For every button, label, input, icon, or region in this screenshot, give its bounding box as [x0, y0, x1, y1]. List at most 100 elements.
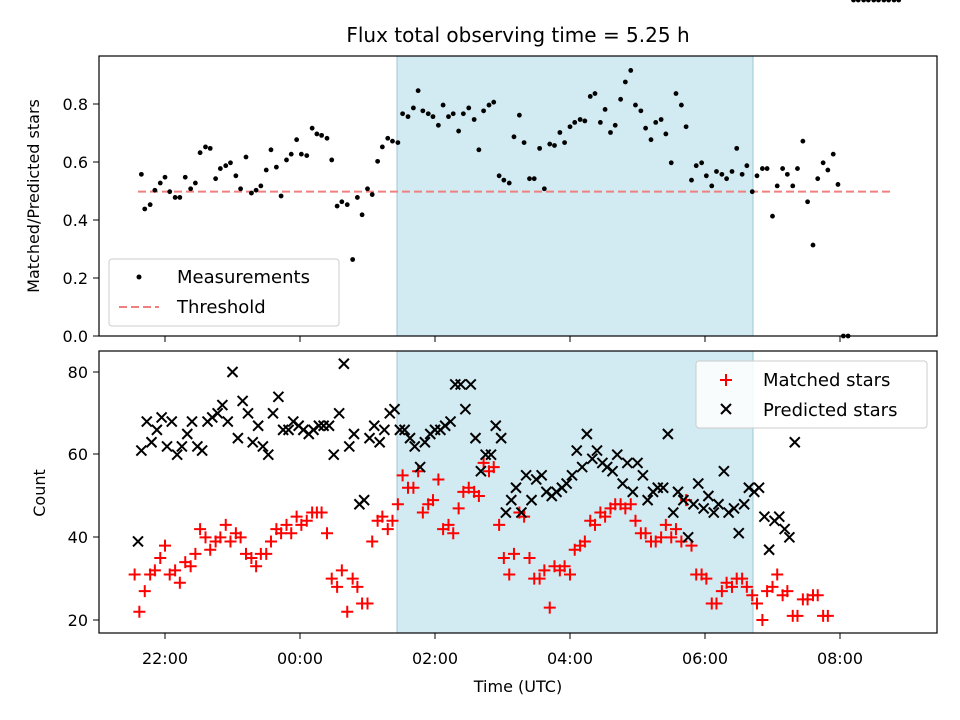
matched-star-point — [766, 580, 779, 593]
measurement-point — [385, 135, 391, 141]
predicted-star-point — [232, 432, 244, 444]
matched-star-point — [407, 481, 420, 494]
ratio-observing-window — [396, 55, 754, 337]
measurement-point — [476, 147, 482, 153]
predicted-star-point — [363, 432, 376, 444]
predicted-star-point — [500, 506, 512, 519]
measurement-point — [871, 0, 877, 3]
predicted-star-point — [465, 378, 477, 391]
predicted-star-point — [510, 482, 522, 494]
measurement-point — [572, 119, 578, 125]
measurement-point — [709, 183, 715, 189]
predicted-star-point — [641, 494, 654, 506]
predicted-star-point — [135, 444, 148, 457]
predicted-star-point — [338, 358, 350, 370]
matched-star-point — [335, 564, 348, 577]
measurement-point — [278, 193, 284, 199]
predicted-star-point — [186, 415, 198, 428]
matched-star-point — [659, 518, 672, 531]
predicted-star-point — [404, 432, 416, 444]
measurement-point — [577, 117, 583, 122]
measurement-point — [466, 105, 472, 111]
measurement-point — [511, 134, 517, 140]
measurement-point — [228, 160, 233, 166]
matched-star-point — [351, 580, 364, 593]
measurement-point — [547, 141, 553, 147]
measurement-point — [249, 190, 254, 196]
measurement-point — [597, 119, 603, 125]
matched-star-point — [493, 518, 506, 531]
count-x-tick-marks — [164, 633, 841, 639]
predicted-star-point — [581, 428, 593, 440]
measurement-point — [354, 195, 360, 200]
predicted-legend-label: Predicted stars — [763, 400, 897, 421]
measurement-point — [896, 0, 902, 3]
matched-star-point — [442, 518, 455, 531]
predicted-star-point — [525, 494, 538, 506]
predicted-star-point — [667, 506, 679, 519]
predicted-star-point — [783, 531, 796, 544]
predicted-star-point — [211, 407, 224, 420]
measurement-point — [774, 183, 780, 189]
predicted-star-point — [535, 469, 548, 482]
matched-star-point — [315, 506, 328, 519]
predicted-star-point — [328, 448, 340, 461]
measurement-point — [496, 173, 502, 179]
matched-star-point — [148, 564, 161, 577]
matched-star-point — [477, 456, 490, 469]
ratio-legend: Measurements Threshold — [108, 258, 340, 327]
measurement-point — [820, 160, 826, 166]
measurement-point — [400, 111, 405, 117]
predicted-star-point — [485, 448, 497, 461]
measurement-point — [876, 0, 881, 3]
predicted-star-point — [141, 415, 153, 428]
matched-star-point — [497, 552, 510, 564]
measurement-point — [162, 174, 168, 180]
count-y-tick-label: 40 — [68, 528, 88, 547]
measurement-point — [263, 167, 269, 173]
matched-star-point — [361, 597, 374, 610]
matched-star-point — [665, 531, 678, 544]
predicted-star-point — [708, 506, 720, 519]
matched-star-point — [416, 506, 429, 519]
measurement-point — [886, 0, 891, 3]
measurement-point — [653, 119, 659, 125]
predicted-star-point — [373, 436, 386, 448]
matched-star-point — [290, 510, 303, 523]
measurement-point — [182, 174, 188, 180]
predicted-star-point — [662, 428, 674, 440]
measurement-point — [855, 0, 861, 3]
matched-star-point — [128, 568, 141, 581]
predicted-star-point — [763, 544, 775, 556]
measurement-point — [273, 164, 279, 170]
predicted-star-point — [216, 399, 229, 411]
matched-star-point — [669, 523, 682, 536]
matched-star-point — [472, 490, 485, 502]
predicted-star-point — [176, 440, 188, 453]
measurement-point — [369, 192, 375, 197]
predicted-star-point — [677, 494, 690, 506]
matched-star-point — [154, 552, 167, 564]
measurements-legend-label: Measurements — [177, 267, 310, 288]
matched-star-point — [710, 597, 723, 610]
predicted-star-point — [242, 407, 254, 420]
measurement-point — [456, 128, 462, 134]
predicted-star-point — [631, 457, 644, 469]
measurement-point — [138, 171, 144, 177]
matched-star-point — [264, 535, 277, 548]
measurement-point — [795, 166, 800, 171]
predicted-star-point — [475, 465, 487, 477]
measurement-point — [805, 199, 810, 205]
x-axis-label: Time (UTC) — [473, 677, 562, 696]
predicted-star-point — [505, 494, 517, 506]
matched-star-point — [543, 601, 556, 614]
measurement-point — [405, 114, 411, 120]
measurement-point — [562, 140, 567, 145]
measurement-point — [612, 122, 618, 128]
measurement-point — [213, 176, 219, 182]
predicted-star-point — [576, 461, 588, 473]
measurement-point — [350, 257, 356, 262]
matched-star-point — [655, 531, 668, 544]
matched-star-point — [300, 514, 313, 527]
